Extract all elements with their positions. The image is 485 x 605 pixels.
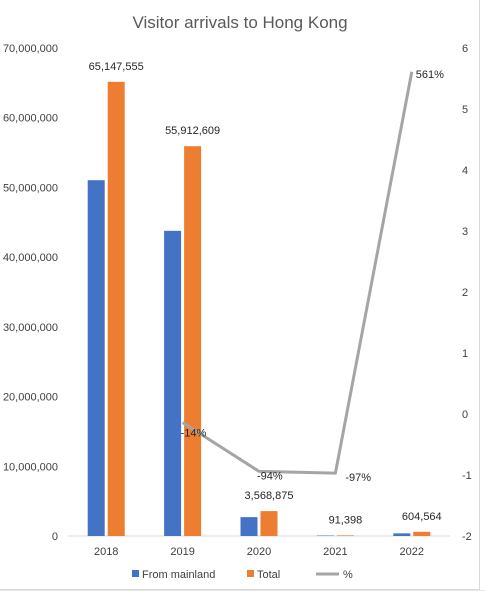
bar-total-2020	[261, 511, 278, 536]
legend-swatch	[247, 570, 254, 577]
bar-from-mainland-2022	[393, 533, 410, 536]
left-axis-labels: 0 10,000,000 20,000,000 30,000,000 40,000,00…	[3, 43, 58, 543]
total-data-label: 91,398	[329, 514, 363, 526]
bar-total-2022	[413, 532, 430, 536]
legend-label: Total	[257, 569, 280, 581]
chart-area: Visitor arrivals to Hong Kong 0 10,000,00…	[0, 0, 480, 590]
right-tick-label: -1	[462, 470, 472, 482]
percent-data-label: -94%	[257, 470, 283, 482]
sheet-strip	[0, 590, 485, 605]
right-tick-label: 3	[462, 226, 468, 238]
right-axis-labels: -2 -1 0 1 2 3 4 5 6	[462, 43, 472, 543]
right-tick-label: -2	[462, 531, 472, 543]
total-data-label: 55,912,609	[165, 125, 220, 137]
bar-total-2021	[337, 535, 354, 536]
left-tick-label: 10,000,000	[3, 461, 58, 473]
left-tick-label: 50,000,000	[3, 182, 58, 194]
bar-total-2018	[108, 82, 125, 536]
right-tick-label: 6	[462, 43, 468, 55]
legend: From mainland Total%	[132, 569, 353, 581]
legend-label: From mainland	[142, 569, 215, 581]
legend-swatch	[132, 570, 139, 577]
left-tick-label: 70,000,000	[3, 43, 58, 55]
bar-total-2019	[184, 146, 201, 536]
right-tick-label: 4	[462, 165, 468, 177]
x-tick-label: 2019	[170, 546, 194, 558]
legend-label: %	[343, 569, 353, 581]
left-tick-label: 40,000,000	[3, 252, 58, 264]
right-tick-label: 0	[462, 409, 468, 421]
left-tick-label: 20,000,000	[3, 392, 58, 404]
bars-group	[88, 82, 431, 536]
bar-from-mainland-2018	[88, 180, 105, 536]
chart-svg: Visitor arrivals to Hong Kong 0 10,000,00…	[0, 0, 480, 590]
right-tick-label: 1	[462, 348, 468, 360]
x-tick-label: 2018	[94, 546, 118, 558]
left-tick-label: 0	[52, 531, 58, 543]
bar-from-mainland-2019	[164, 231, 181, 536]
x-tick-label: 2021	[323, 546, 347, 558]
total-data-label: 3,568,875	[245, 490, 294, 502]
total-data-label: 65,147,555	[89, 61, 144, 73]
left-tick-label: 60,000,000	[3, 113, 58, 125]
percent-data-label: -97%	[345, 472, 371, 484]
x-tick-label: 2022	[400, 546, 424, 558]
percent-data-label: -14%	[181, 428, 207, 440]
chart-title: Visitor arrivals to Hong Kong	[132, 13, 347, 32]
total-data-label: 604,564	[402, 511, 442, 523]
right-tick-label: 5	[462, 104, 468, 116]
data-labels-group: 65,147,555 55,912,609 3,568,875 91,398 604,5…	[89, 61, 444, 527]
x-tick-label: 2020	[247, 546, 271, 558]
percent-data-label: 561%	[416, 69, 444, 81]
x-axis-labels: 2018 2019 2020 2021 2022	[94, 546, 424, 558]
left-tick-label: 30,000,000	[3, 322, 58, 334]
bar-from-mainland-2020	[241, 517, 258, 536]
right-tick-label: 2	[462, 287, 468, 299]
